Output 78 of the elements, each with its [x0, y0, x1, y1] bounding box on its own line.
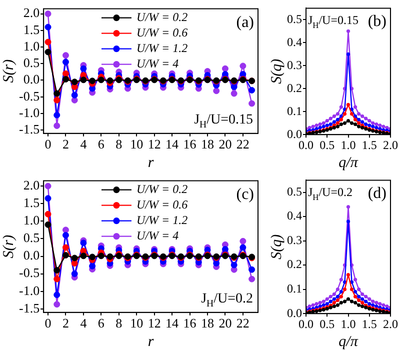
y-tick-label: 0.3: [287, 58, 302, 72]
x-tick-label: 8: [116, 136, 122, 152]
legend-label: U/W = 0.2: [136, 10, 188, 24]
x-tick-label: 8: [116, 316, 122, 331]
y-tick-label: 0.2: [287, 257, 302, 272]
y-tick-label: 0.1: [287, 104, 302, 118]
y-tick-label: 2.0: [23, 177, 40, 192]
x-tick-label: 10: [130, 136, 144, 152]
y-tick-label: 0.4: [287, 208, 302, 223]
x-tick-label: 10: [130, 316, 144, 331]
y-tick-label: 0.5: [287, 184, 302, 198]
x-tick-label: 18: [200, 136, 214, 152]
x-tick-label: 0.5: [320, 316, 335, 331]
x-tick-label: 16: [183, 136, 197, 152]
legend-label: U/W = 0.6: [136, 197, 188, 212]
x-tick-label: 1.5: [362, 316, 377, 331]
y-tick-label: -0.5: [18, 265, 40, 280]
x-axis-title: q/π: [338, 154, 358, 171]
x-tick-label: 2: [62, 136, 69, 152]
annotation: (d): [368, 185, 386, 202]
y-tick-label: 1.5: [23, 195, 40, 210]
y-axis-title: S(r): [0, 59, 17, 83]
x-tick-label: 6: [98, 316, 105, 331]
x-tick-label: 1.0: [340, 138, 356, 152]
annotation: (a): [236, 14, 254, 31]
x-axis-title: r: [148, 334, 154, 350]
y-tick-label: 0.4: [287, 34, 302, 49]
annotation: (c): [236, 186, 254, 203]
x-tick-label: 12: [148, 316, 161, 331]
x-tick-label: 0: [44, 316, 52, 331]
y-tick-label: 1.5: [23, 22, 40, 37]
x-tick-label: 22: [236, 316, 250, 331]
y-tick-label: -1.5: [18, 122, 40, 136]
y-tick-label: 1.0: [23, 212, 40, 228]
legend-label: U/W = 0.6: [136, 25, 188, 40]
x-tick-label: 20: [218, 316, 232, 331]
x-tick-label: 16: [183, 316, 197, 331]
legend-label: U/W = 1.2: [136, 212, 188, 227]
x-tick-label: 2: [62, 316, 69, 331]
x-tick-label: 4: [80, 136, 88, 152]
y-tick-label: 0.1: [287, 282, 302, 296]
x-tick-label: 20: [218, 136, 232, 152]
x-tick-label: 2.0: [383, 316, 398, 331]
x-tick-label: 2.0: [383, 138, 398, 152]
y-tick-label: -1.5: [18, 300, 40, 316]
x-tick-label: 1.5: [362, 138, 377, 152]
x-tick-label: 6: [98, 136, 105, 152]
y-tick-label: -0.5: [18, 88, 40, 104]
x-tick-label: 14: [166, 136, 180, 152]
y-tick-label: 2.0: [23, 5, 40, 20]
y-tick-label: -1.0: [18, 282, 40, 298]
legend-label: U/W = 4: [136, 56, 179, 70]
x-tick-label: 4: [80, 316, 88, 331]
y-tick-label: 0.3: [287, 232, 302, 247]
x-tick-label: 22: [236, 136, 250, 152]
x-tick-label: 12: [148, 136, 161, 152]
x-tick-label: 14: [166, 316, 180, 331]
x-tick-label: 18: [200, 316, 214, 331]
y-tick-label: 0.5: [287, 12, 302, 26]
x-tick-label: 0: [44, 136, 52, 152]
annotation: (b): [368, 13, 386, 30]
x-axis-title: r: [148, 154, 154, 171]
y-tick-label: 0.0: [23, 248, 40, 263]
y-tick-label: 0.0: [23, 72, 40, 87]
y-axis-title: S(r): [0, 234, 17, 258]
legend-label: U/W = 0.2: [136, 182, 188, 196]
legend-label: U/W = 1.2: [136, 40, 188, 55]
y-tick-label: 0.5: [23, 55, 40, 70]
x-tick-label: 0.5: [320, 138, 335, 152]
y-tick-label: 1.0: [23, 38, 40, 54]
legend-label: U/W = 4: [136, 228, 179, 242]
y-axis-title: S(q): [268, 234, 285, 260]
y-tick-label: 0.2: [287, 80, 302, 95]
y-tick-label: -1.0: [18, 104, 40, 120]
y-tick-label: 0.5: [23, 230, 40, 246]
x-axis-title: q/π: [338, 334, 358, 350]
x-tick-label: 1.0: [340, 316, 356, 331]
y-axis-title: S(q): [268, 58, 285, 84]
